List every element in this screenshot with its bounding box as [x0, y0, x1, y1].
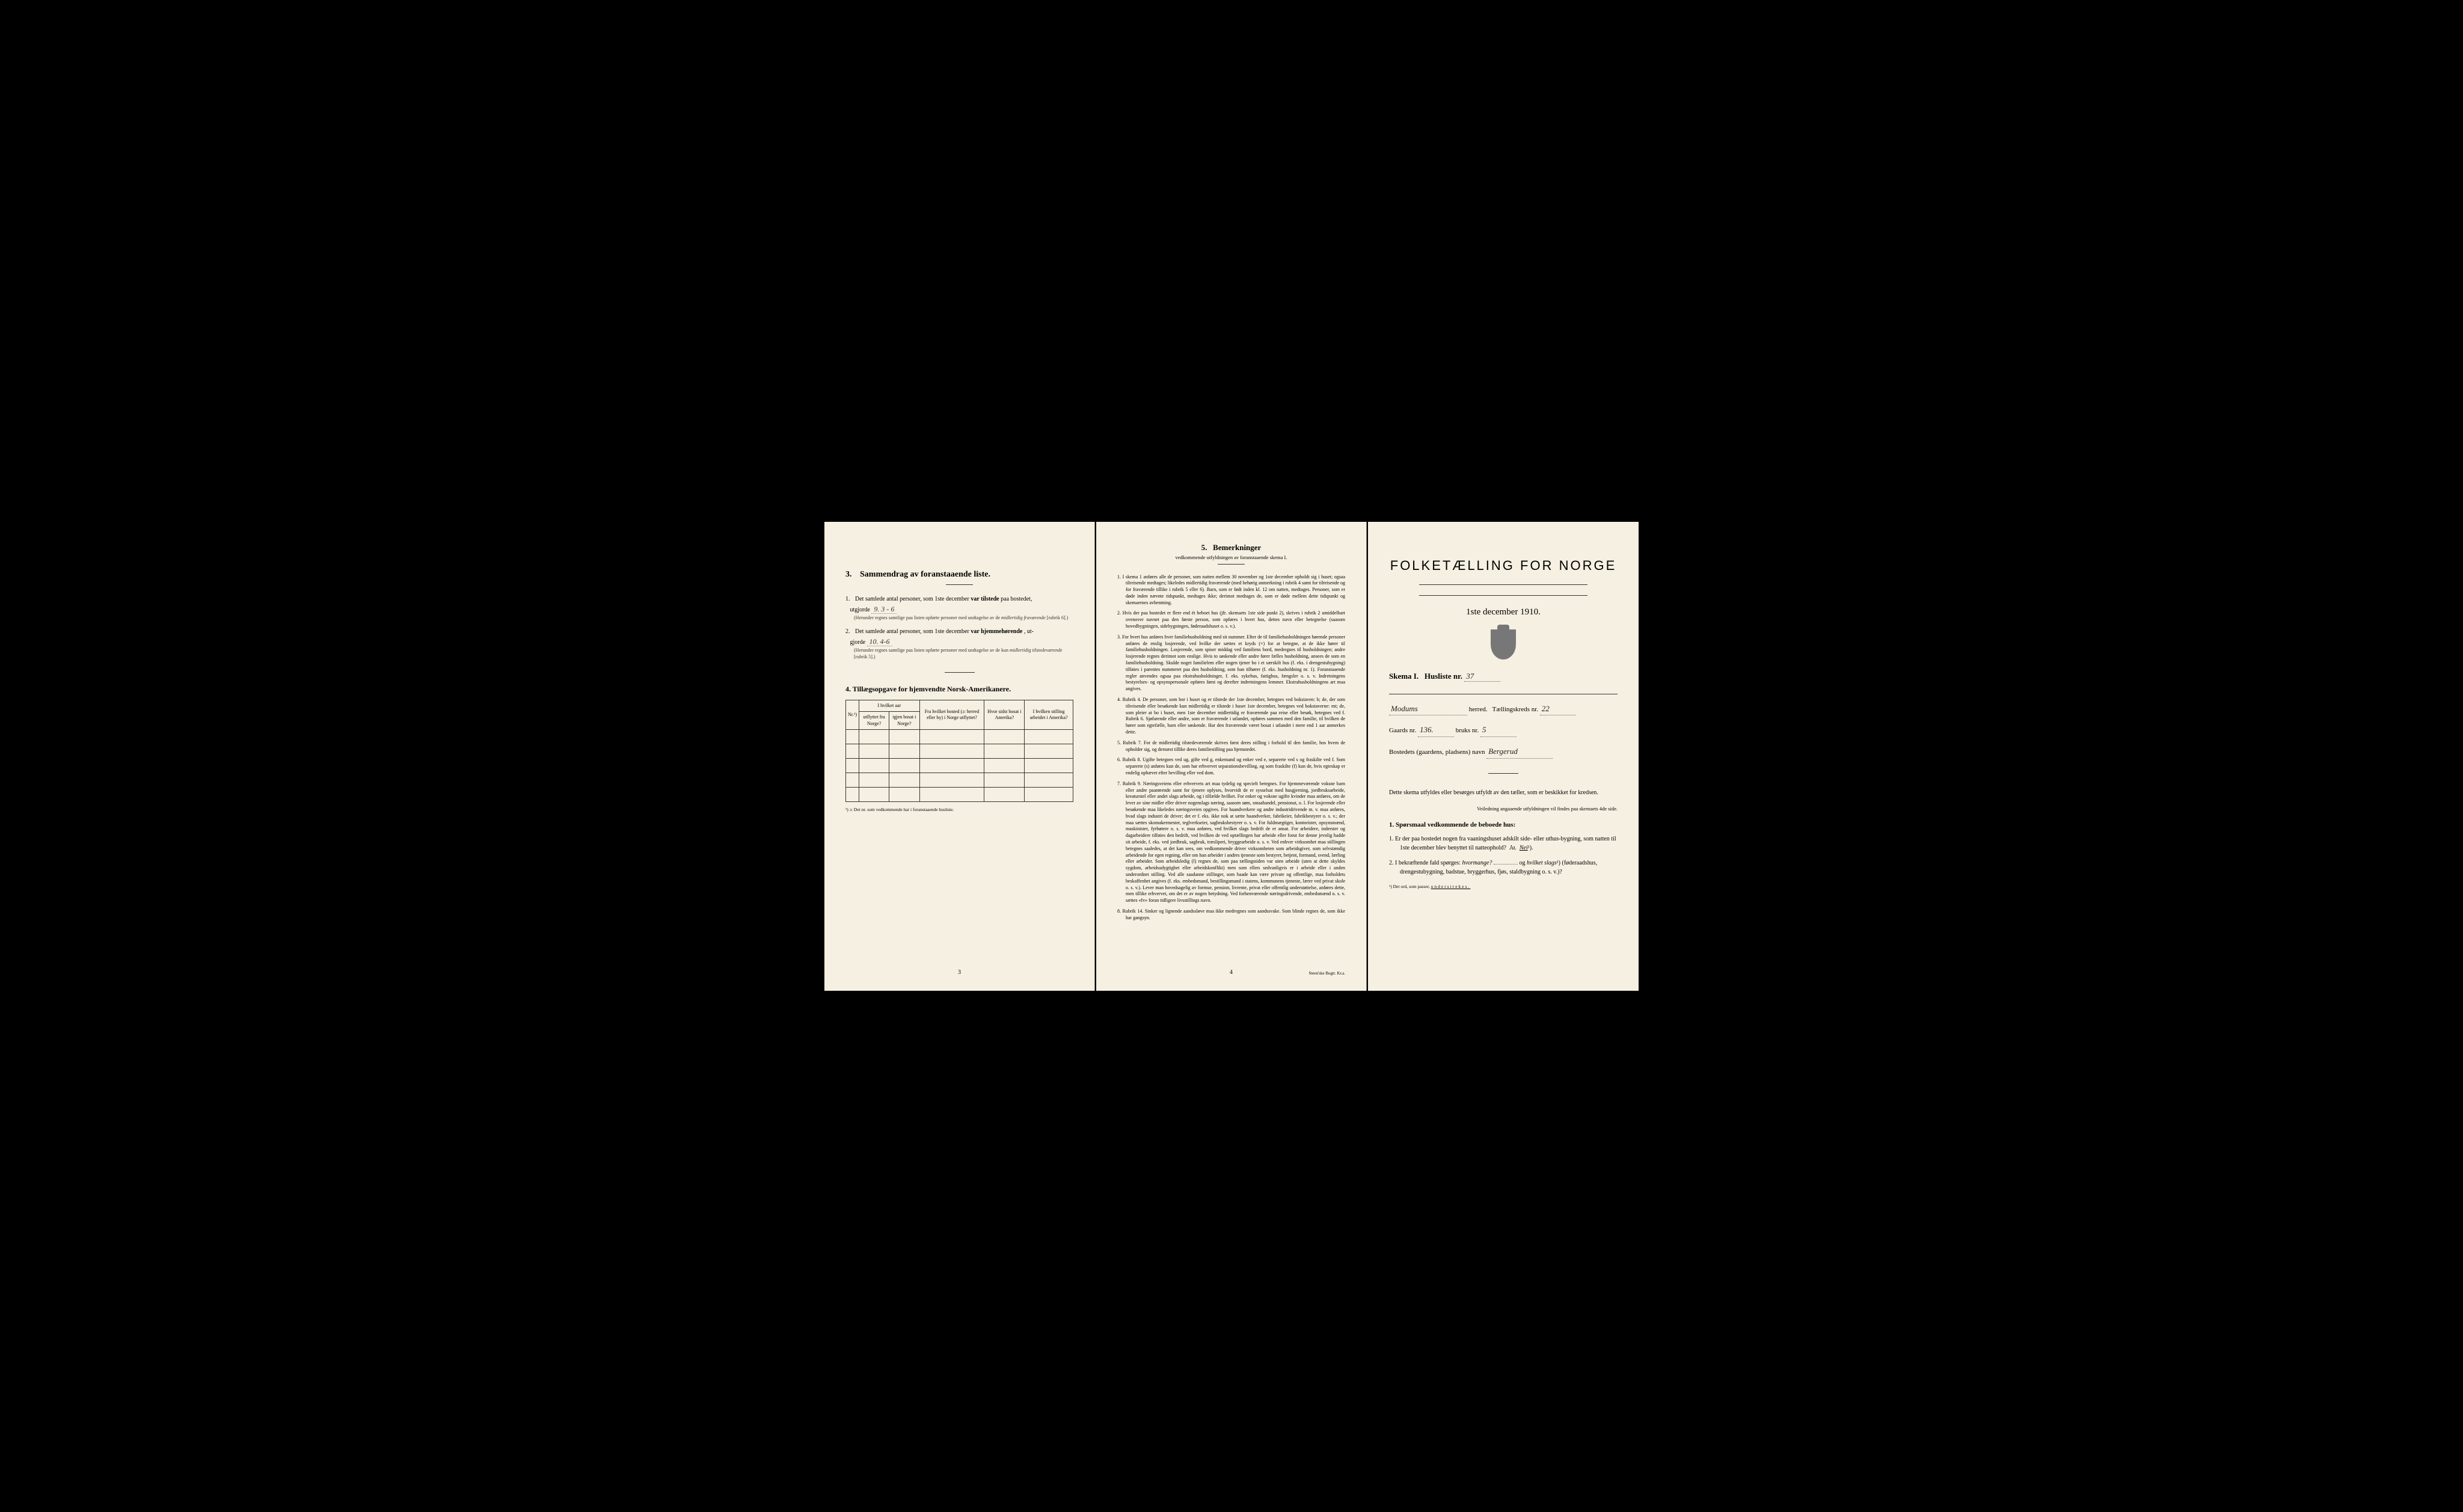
col-year: I hvilket aar [859, 700, 920, 712]
bosted-line: Bostedets (gaardens, pladsens) navn Berg… [1389, 745, 1618, 759]
table-row [846, 744, 1073, 759]
emigrant-table: Nr.¹) I hvilket aar Fra hvilket bosted (… [845, 700, 1073, 802]
herred-value: Modums [1389, 703, 1467, 716]
table-row [846, 773, 1073, 788]
divider [1488, 773, 1518, 774]
page-number: 3 [958, 969, 961, 976]
col-from: Fra hvilket bosted (ɔ: herred eller by) … [919, 700, 984, 730]
coat-of-arms-icon [1491, 629, 1516, 660]
instruction-text: Dette skema utfyldes eller besørges utfy… [1389, 788, 1618, 797]
summary-item-2: 2. Det samlede antal personer, som 1ste … [845, 627, 1073, 660]
count-resident: 10. 4-6 [867, 637, 892, 646]
gaards-line: Gaards nr. 136. bruks nr. 5 [1389, 724, 1618, 737]
col-position: I hvilken stilling arbeidet i Amerika? [1025, 700, 1073, 730]
note-1: (Herunder regnes samtlige paa listen opf… [845, 614, 1073, 621]
right-footnote: ¹) Det ord, som passer, understrekes. [1389, 884, 1618, 889]
tellingskreds-value: 22 [1540, 703, 1576, 716]
instruction-sub: Veiledning angaaende utfyldningen vil fi… [1389, 806, 1618, 812]
page-4: 5. Bemerkninger vedkommende utfyldningen… [1096, 522, 1367, 991]
col-returned: igjen bosat i Norge? [889, 712, 919, 730]
answer-nei-underlined: Nei [1520, 845, 1528, 851]
printer-note: Steen'ske Bogtr. Kr.a. [1308, 971, 1345, 976]
census-document: 3. Sammendrag av foranstaaende liste. 1.… [824, 522, 1639, 991]
remark-6: 6. Rubrik 8. Ugifte betegnes ved ug, gif… [1117, 757, 1345, 776]
remark-5: 5. Rubrik 7. For de midlertidig tilstede… [1117, 740, 1345, 753]
herred-line: Modums herred. Tællingskreds nr. 22 [1389, 703, 1618, 716]
page-3: 3. Sammendrag av foranstaaende liste. 1.… [824, 522, 1095, 991]
title-underline [1389, 577, 1618, 599]
page-number: 4 [1230, 969, 1233, 976]
question-1: 1. Er der paa bostedet nogen fra vaaning… [1389, 834, 1618, 852]
question-2: 2. I bekræftende fald spørges: hvormange… [1389, 859, 1618, 877]
husliste-number: 37 [1464, 672, 1500, 682]
count-present: 9. 3 - 6 [871, 605, 897, 614]
table-footnote: ¹) ɔ: Det nr. som vedkommende har i fora… [845, 807, 1073, 812]
table-row [846, 788, 1073, 802]
col-america: Hvor sidst bosat i Amerika? [984, 700, 1025, 730]
gaards-value: 136. [1418, 724, 1454, 737]
divider [1218, 564, 1245, 565]
questions-title: 1. Spørsmaal vedkommende de beboede hus: [1389, 821, 1618, 828]
col-nr: Nr.¹) [846, 700, 859, 730]
remark-7: 7. Rubrik 9. Næringsveiens eller erhverv… [1117, 781, 1345, 904]
skema-line: Skema I. Husliste nr. 37 [1389, 672, 1618, 682]
questions-section: 1. Spørsmaal vedkommende de beboede hus:… [1389, 821, 1618, 877]
divider [946, 584, 973, 585]
table-row [846, 759, 1073, 773]
summary-item-1: 1. Det samlede antal personer, som 1ste … [845, 595, 1073, 621]
page-cover: FOLKETÆLLING FOR NORGE 1ste december 191… [1368, 522, 1639, 991]
section-3-title: 3. Sammendrag av foranstaaende liste. [845, 570, 1073, 580]
section-4-title: 4. Tillægsopgave for hjemvendte Norsk-Am… [845, 685, 1073, 694]
remark-8: 8. Rubrik 14. Sinker og lignende aandssl… [1117, 908, 1345, 922]
bruks-value: 5 [1480, 724, 1517, 737]
table-row [846, 730, 1073, 744]
section-5-title: 5. Bemerkninger [1117, 543, 1345, 552]
note-2: (Herunder regnes samtlige paa listen opf… [845, 647, 1073, 660]
remark-3: 3. For hvert hus anføres hver familiehus… [1117, 634, 1345, 693]
section-5-subtitle: vedkommende utfyldningen av foranstaaend… [1117, 554, 1345, 560]
col-emigrated: utflyttet fra Norge? [859, 712, 889, 730]
remark-1: 1. I skema 1 anføres alle de personer, s… [1117, 574, 1345, 607]
census-date: 1ste december 1910. [1389, 607, 1618, 617]
main-title: FOLKETÆLLING FOR NORGE [1389, 558, 1618, 574]
divider [945, 672, 975, 673]
remark-2: 2. Hvis der paa bostedet er flere end ét… [1117, 610, 1345, 629]
remark-4: 4. Rubrik 4. De personer, som bor i huse… [1117, 697, 1345, 736]
bosted-value: Bergerud [1486, 745, 1553, 759]
